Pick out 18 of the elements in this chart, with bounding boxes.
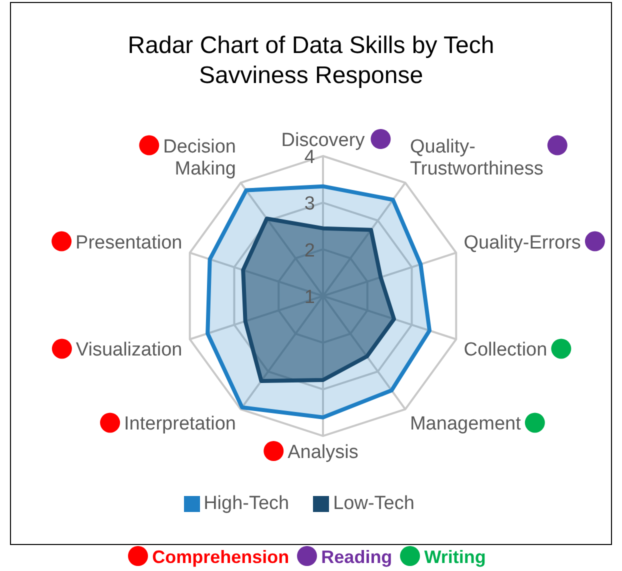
spoke-label: Collection xyxy=(464,340,548,361)
spoke-label: Analysis xyxy=(288,442,358,463)
spoke-label: Interpretation xyxy=(124,414,236,435)
text: Reading xyxy=(321,547,392,567)
legend-label: High-Tech xyxy=(204,493,290,514)
spoke-label: Quality-Trustworthiness xyxy=(410,136,544,180)
y-tick-label: 2 xyxy=(304,240,315,262)
spoke-label: Quality-Errors xyxy=(464,232,581,254)
chart-title: Radar Chart of Data Skills by Tech Savviness Response xyxy=(126,31,496,91)
legend-label: Low-Tech xyxy=(333,493,414,514)
text: Comprehension xyxy=(152,547,290,567)
y-tick-label: 1 xyxy=(304,287,315,308)
spoke-label: Decision Making xyxy=(163,136,236,180)
y-tick-label: 3 xyxy=(304,194,315,215)
spoke-label: Visualization xyxy=(76,340,182,361)
text: Writing xyxy=(424,547,486,567)
spoke-label: Management xyxy=(410,414,522,435)
spoke-label: Presentation xyxy=(76,232,182,254)
